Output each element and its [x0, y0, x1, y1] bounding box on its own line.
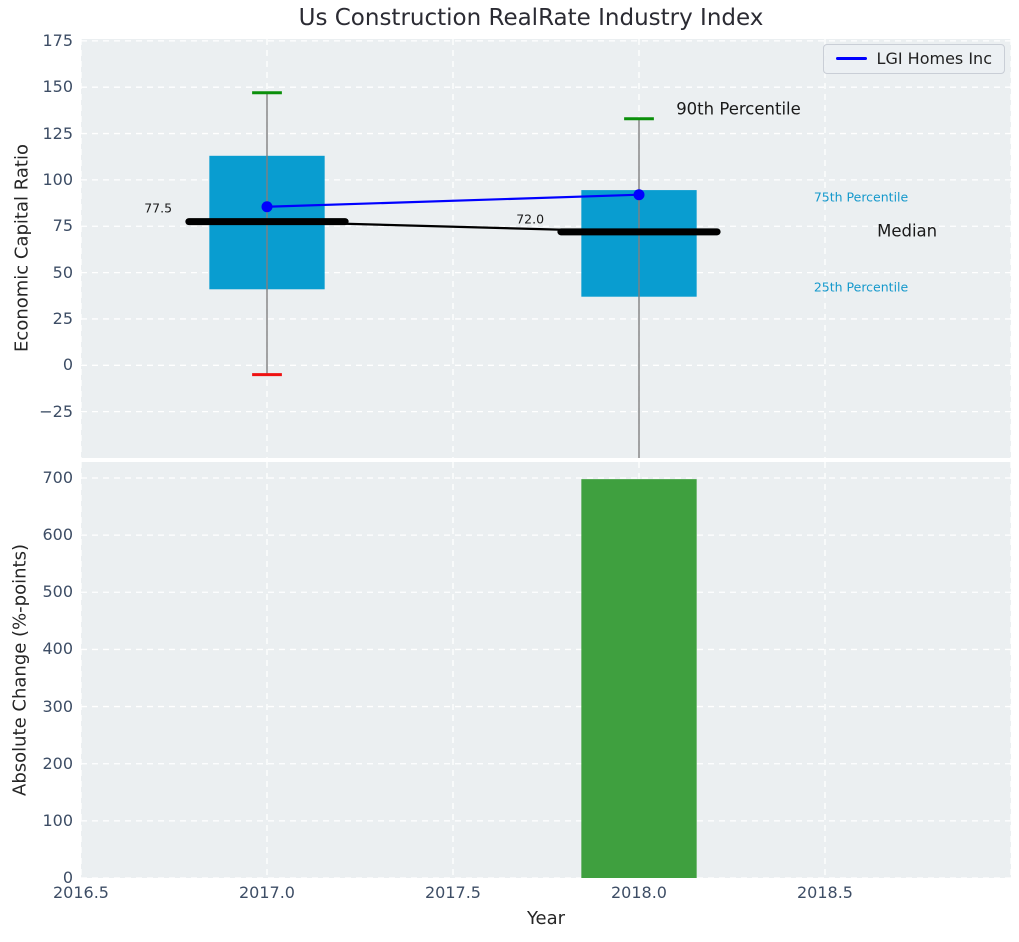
bottom-plot-area [81, 462, 1011, 878]
annotation-77-5: 77.5 [144, 200, 173, 216]
y-tick-label: 25 [52, 308, 73, 328]
y-tick-label: 0 [62, 355, 73, 375]
chart-title: Us Construction RealRate Industry Index [298, 5, 764, 31]
y-tick-label: 125 [42, 123, 73, 143]
legend-line-icon [835, 57, 867, 60]
annotation-72-0: 72.0 [516, 211, 545, 227]
y-tick-label: 100 [42, 169, 73, 189]
company-line [266, 193, 640, 208]
y-tick-label: 500 [42, 582, 73, 602]
x-tick-label: 2017.5 [425, 883, 481, 902]
x-tick-label: 2017.0 [239, 883, 295, 902]
legend: LGI Homes Inc [822, 44, 1005, 74]
x-tick-label: 2018.5 [797, 883, 853, 902]
company-point [633, 189, 645, 201]
y-tick-label: 600 [42, 525, 73, 545]
x-tick-label: 2016.5 [53, 883, 109, 902]
top-plot-area [81, 39, 1011, 458]
y-tick-label: 400 [42, 639, 73, 659]
y-tick-label: 150 [42, 77, 73, 97]
y-tick-label: 100 [42, 810, 73, 830]
y-tick-label: 75 [52, 216, 73, 236]
change-bar [581, 479, 697, 878]
y-tick-label: 300 [42, 696, 73, 716]
bottom-axes [81, 462, 1011, 878]
y-tick-label: 0 [62, 868, 73, 887]
legend-label: LGI Homes Inc [876, 49, 992, 68]
top-axes: LGI Homes Inc [81, 39, 1011, 458]
y-tick-label: 200 [42, 753, 73, 773]
y-tick-label: 175 [42, 30, 73, 50]
annotation-75th-percentile: 75th Percentile [813, 189, 909, 205]
y-tick-label: 50 [52, 262, 73, 282]
x-tick-label: 2018.0 [611, 883, 667, 902]
y-tick-label: −25 [39, 401, 73, 421]
annotation-median: Median [877, 221, 938, 241]
y-tick-label: 700 [42, 468, 73, 487]
x-axis-label: Year [526, 908, 566, 929]
annotation-25th-percentile: 25th Percentile [813, 279, 909, 295]
annotation-90th-percentile: 90th Percentile [676, 99, 801, 119]
company-point [261, 201, 273, 213]
